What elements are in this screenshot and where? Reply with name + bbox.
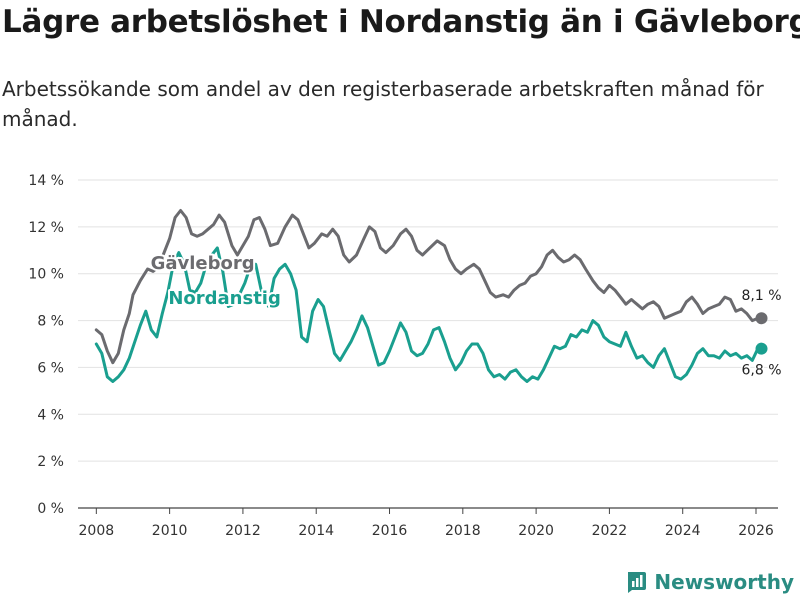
x-tick-label: 2020 (518, 523, 554, 539)
brand-logo: Newsworthy (624, 570, 794, 594)
series-labels: Gävleborg 8,1 % Nordanstig 6,8 % (149, 251, 783, 380)
x-tick-label: 2026 (738, 523, 774, 539)
grid-lines (78, 179, 778, 509)
x-tick-label: 2024 (665, 523, 701, 539)
series-line-nordanstig (94, 246, 763, 383)
end-value-label-g-vleborg: 8,1 % (741, 288, 781, 304)
y-tick-label: 0 % (37, 501, 64, 517)
y-tick-label: 4 % (37, 407, 64, 423)
x-tick-label: 2022 (592, 523, 628, 539)
x-tick-label: 2012 (225, 523, 261, 539)
y-axis-ticks: 0 % 2 % 4 % 6 % 8 % 10 % 12 % 14 % (28, 173, 64, 517)
y-tick-label: 8 % (37, 314, 64, 330)
y-tick-label: 10 % (28, 267, 64, 283)
end-point-nordanstig (755, 342, 768, 355)
brand-name: Newsworthy (654, 570, 794, 594)
y-tick-label: 12 % (28, 220, 64, 236)
x-tick-label: 2008 (79, 523, 115, 539)
newsworthy-logo-icon (628, 572, 647, 593)
x-tick-label: 2010 (152, 523, 188, 539)
series-label-g-vleborg: Gävleborg (151, 253, 255, 274)
x-axis-ticks: 2008 2010 2012 2014 2016 2018 2020 2022 2024 2026 (79, 508, 774, 539)
series-line-g-vleborg (94, 209, 763, 365)
series-lines (94, 209, 768, 383)
x-tick-label: 2016 (372, 523, 408, 539)
y-tick-label: 2 % (37, 454, 64, 470)
end-point-g-vleborg (755, 312, 768, 325)
x-tick-label: 2018 (445, 523, 481, 539)
chart-title: Lägre arbetslöshet i Nordanstig än i Gäv… (2, 4, 800, 40)
chart-subtitle: Arbetssökande som andel av den registerb… (2, 77, 764, 131)
y-tick-label: 6 % (37, 360, 64, 376)
end-value-label-nordanstig: 6,8 % (741, 363, 781, 379)
x-tick-label: 2014 (298, 523, 334, 539)
y-tick-label: 14 % (28, 173, 64, 189)
series-label-nordanstig: Nordanstig (168, 288, 281, 309)
